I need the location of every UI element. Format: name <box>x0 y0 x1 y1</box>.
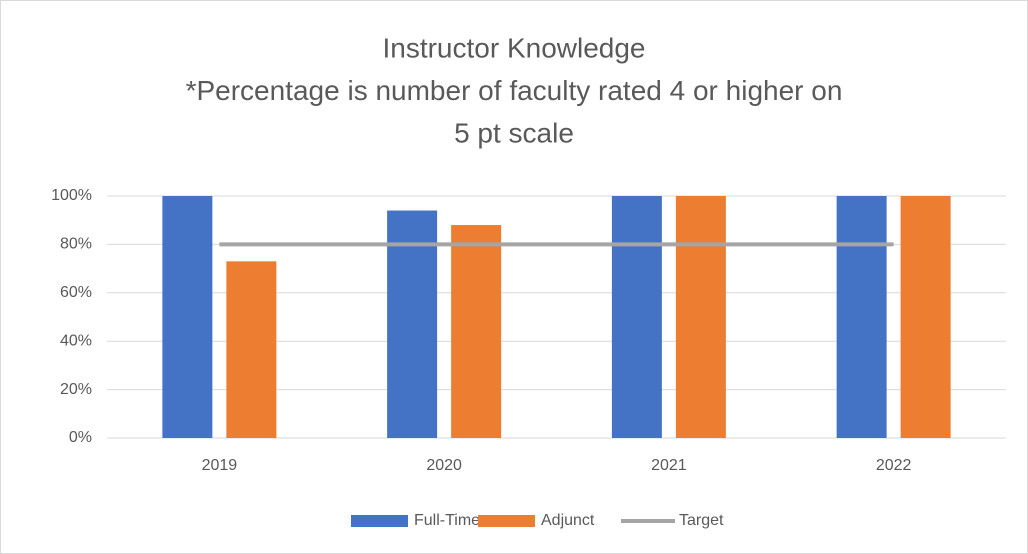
y-tick-label: 0% <box>69 429 92 446</box>
legend-swatch <box>478 515 535 527</box>
chart-title: 5 pt scale <box>454 117 574 148</box>
legend-swatch <box>351 515 408 527</box>
x-tick-label: 2021 <box>651 457 687 474</box>
bar <box>226 261 277 438</box>
x-tick-label: 2020 <box>426 457 462 474</box>
y-tick-label: 100% <box>51 187 92 204</box>
bar <box>836 196 887 438</box>
legend-label: Full-Time <box>414 512 480 529</box>
legend-label: Adjunct <box>541 512 595 529</box>
bar <box>611 196 662 438</box>
y-tick-label: 20% <box>60 381 92 398</box>
y-tick-label: 40% <box>60 332 92 349</box>
bar <box>675 196 726 438</box>
bar <box>451 225 502 438</box>
y-tick-label: 80% <box>60 236 92 253</box>
bar <box>900 196 951 438</box>
y-tick-label: 60% <box>60 284 92 301</box>
bar <box>162 196 213 438</box>
x-tick-label: 2022 <box>876 457 912 474</box>
chart-title: *Percentage is number of faculty rated 4… <box>186 75 843 106</box>
x-tick-label: 2019 <box>202 457 238 474</box>
chart-title: Instructor Knowledge <box>382 32 645 63</box>
legend-label: Target <box>679 512 724 529</box>
bar <box>387 210 438 438</box>
